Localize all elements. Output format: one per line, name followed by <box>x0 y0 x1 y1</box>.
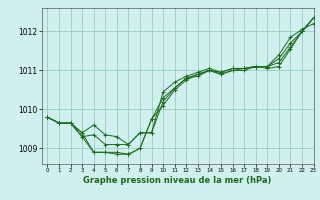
X-axis label: Graphe pression niveau de la mer (hPa): Graphe pression niveau de la mer (hPa) <box>84 176 272 185</box>
